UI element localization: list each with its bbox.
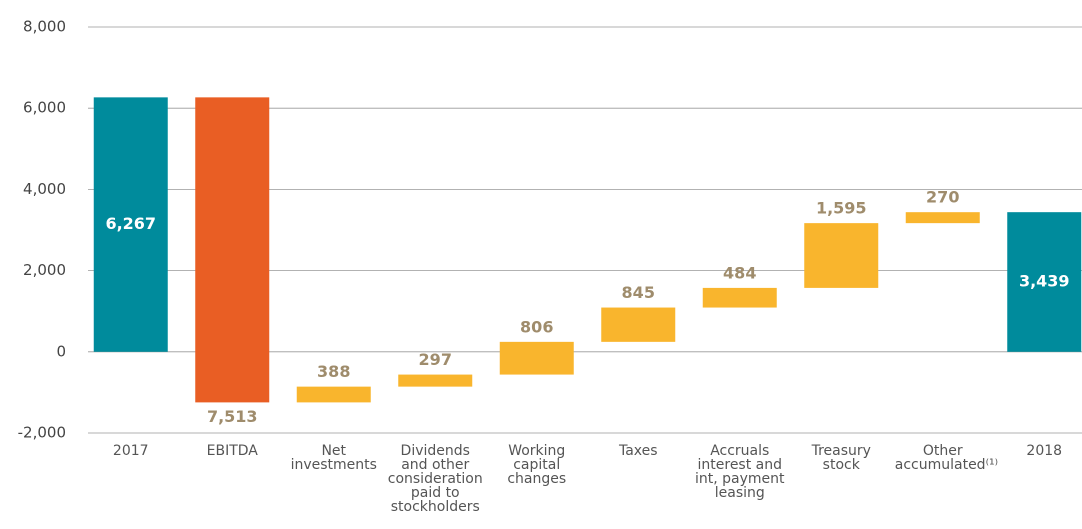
data-label: 845	[622, 283, 655, 302]
data-label: 3,439	[1019, 271, 1070, 290]
bar	[296, 386, 371, 403]
y-tick-label: 2,000	[23, 261, 66, 279]
bar	[702, 287, 777, 308]
x-tick-label: Net investments	[290, 443, 377, 473]
x-tick-label: 2017	[112, 443, 149, 459]
y-tick-label: 8,000	[23, 18, 66, 36]
bar	[1007, 212, 1082, 352]
x-tick-label: Other accumulated⁽¹⁾	[894, 443, 999, 473]
data-label: 270	[926, 188, 959, 207]
data-label: 6,267	[105, 214, 156, 233]
data-label: 7,513	[207, 407, 258, 426]
y-tick-label: -2,000	[18, 424, 66, 442]
data-label: 297	[419, 350, 452, 369]
data-label: 1,595	[816, 199, 867, 218]
data-label: 484	[723, 263, 756, 282]
x-tick-label: Dividends and other consideration paid t…	[387, 443, 483, 515]
x-tick-label: Treasury stock	[811, 443, 871, 473]
x-tick-label: 2018	[1026, 443, 1063, 459]
bar	[905, 212, 980, 224]
bar	[804, 223, 879, 288]
x-tick-label: EBITDA	[206, 443, 258, 459]
y-tick-label: 0	[56, 342, 66, 360]
bar	[601, 307, 676, 342]
x-tick-label: Accruals interest and int, payment leasi…	[694, 443, 785, 501]
y-tick-label: 4,000	[23, 180, 66, 198]
bar	[195, 97, 270, 403]
bar	[93, 97, 168, 352]
x-tick-label: Taxes	[618, 443, 658, 459]
x-tick-label: Working capital changes	[507, 443, 567, 487]
bar	[499, 341, 574, 375]
data-label: 388	[317, 362, 350, 381]
data-label: 806	[520, 317, 553, 336]
y-tick-label: 6,000	[23, 99, 66, 117]
bar	[398, 374, 473, 387]
